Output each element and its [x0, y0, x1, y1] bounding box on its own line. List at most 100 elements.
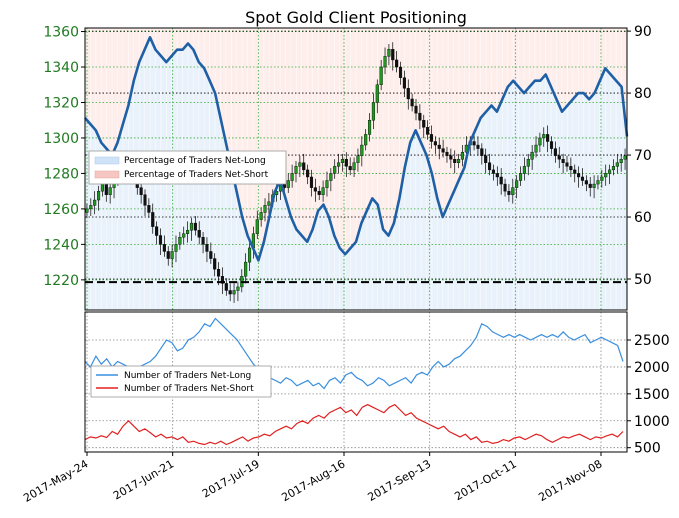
candle-body	[414, 105, 418, 114]
top-panel-frame	[84, 27, 628, 311]
pct-net-long-line	[84, 36, 629, 262]
candle-body	[530, 151, 534, 160]
candle-body	[93, 199, 97, 206]
candle-body	[170, 251, 174, 259]
candle-body	[193, 222, 197, 231]
left-tick-label: 1300	[43, 131, 79, 147]
left-tick-label: 1360	[43, 25, 79, 41]
candle-body	[174, 244, 178, 252]
candle-body	[426, 127, 430, 135]
pct-net-long-path	[84, 36, 629, 262]
candle-body	[441, 148, 445, 153]
candle-body	[491, 169, 495, 174]
right-tick-label: 90	[634, 24, 652, 40]
candle-body	[507, 190, 511, 195]
candle-body	[375, 84, 379, 103]
candle-body	[437, 144, 441, 149]
left-axis-ticks: 1220 1240 1260 1280 1300 1320 1340 1360	[43, 25, 85, 289]
candle-body	[484, 155, 488, 163]
candle-body	[162, 244, 166, 252]
count-net-short-path	[84, 403, 624, 446]
candle-body	[398, 66, 403, 78]
candle-body	[317, 190, 321, 195]
candle-body	[549, 141, 554, 149]
candle-body	[488, 162, 492, 171]
candle-body	[224, 283, 228, 291]
candle-body	[360, 144, 364, 156]
candle-body	[367, 120, 372, 135]
left-tick-label: 1240	[43, 237, 79, 253]
left-tick-label: 1260	[43, 202, 79, 218]
candle-body	[186, 229, 190, 234]
candle-body	[147, 205, 151, 213]
candle-body	[410, 98, 414, 107]
candle-body	[592, 183, 596, 188]
x-tick-label: 2017-Nov-08	[536, 457, 604, 504]
left-tick-label: 1220	[43, 273, 79, 289]
legend-label-net-short: Percentage of Traders Net-Short	[124, 170, 269, 180]
candle-body	[406, 88, 410, 100]
candle-body	[379, 66, 383, 85]
candle-body	[337, 162, 341, 167]
candle-body	[472, 141, 476, 146]
candle-body	[348, 166, 352, 171]
candle-body	[580, 176, 585, 181]
candle-body	[449, 155, 453, 160]
candle-body	[217, 269, 221, 277]
candle-body	[139, 187, 143, 195]
x-tick-label: 2017-May-24	[21, 457, 90, 505]
top-panel-shading	[84, 28, 628, 311]
candle-body	[298, 162, 302, 167]
candle-body	[309, 176, 314, 188]
candle-body	[259, 212, 263, 220]
candle-body	[538, 137, 542, 146]
candle-body	[557, 155, 561, 160]
candle-body	[96, 190, 101, 201]
candle-body	[615, 162, 619, 167]
chart-title: Spot Gold Client Positioning	[245, 8, 467, 27]
candle-body	[573, 169, 577, 174]
x-tick-label: 2017-Aug-16	[279, 457, 347, 504]
candle-body	[321, 187, 325, 195]
right-tick-label: 60	[634, 210, 652, 226]
candle-body	[584, 180, 588, 185]
candle-body	[197, 229, 201, 238]
x-tick-label: 2017-Jun-21	[111, 457, 176, 502]
candle-body	[201, 237, 205, 245]
candle-body	[577, 173, 581, 178]
candle-body	[387, 49, 391, 57]
candle-body	[391, 49, 395, 61]
candle-body	[546, 134, 550, 142]
candle-body	[189, 222, 194, 231]
candle-body	[166, 251, 170, 259]
x-axis-ticks: 2017-May-24 2017-Jun-21 2017-Jul-19 2017-Au…	[21, 452, 605, 505]
candle-body	[178, 237, 182, 245]
candle-body	[453, 159, 457, 163]
bottom-tick-label: 1000	[634, 414, 670, 430]
candle-body	[542, 134, 546, 139]
right-axis-ticks-bottom: 500 1000 1500 2000 2500	[627, 333, 670, 457]
right-axis-ticks-top: 50 60 70 80 90	[627, 24, 652, 288]
candle-body	[255, 219, 259, 234]
candle-body	[340, 159, 345, 163]
candle-body	[623, 155, 627, 160]
candle-body	[247, 247, 252, 263]
candle-body	[143, 194, 147, 206]
candle-body	[329, 173, 333, 181]
candle-body	[356, 155, 360, 163]
candle-body	[460, 151, 465, 160]
top-legend: Percentage of Traders Net-Long Percentag…	[88, 150, 287, 185]
candle-body	[364, 134, 368, 146]
candle-body	[588, 183, 592, 188]
candle-body	[85, 208, 89, 213]
candle-body	[608, 169, 612, 174]
candle-body	[158, 235, 163, 245]
candle-body	[561, 159, 565, 163]
candle-body	[155, 226, 159, 236]
legend-label-count-net-long: Number of Traders Net-Long	[124, 371, 251, 381]
candle-body	[306, 169, 310, 178]
candle-body	[511, 187, 515, 195]
x-tick-label: 2017-Sep-13	[365, 457, 433, 504]
candle-body	[294, 166, 298, 174]
candle-body	[429, 134, 434, 142]
